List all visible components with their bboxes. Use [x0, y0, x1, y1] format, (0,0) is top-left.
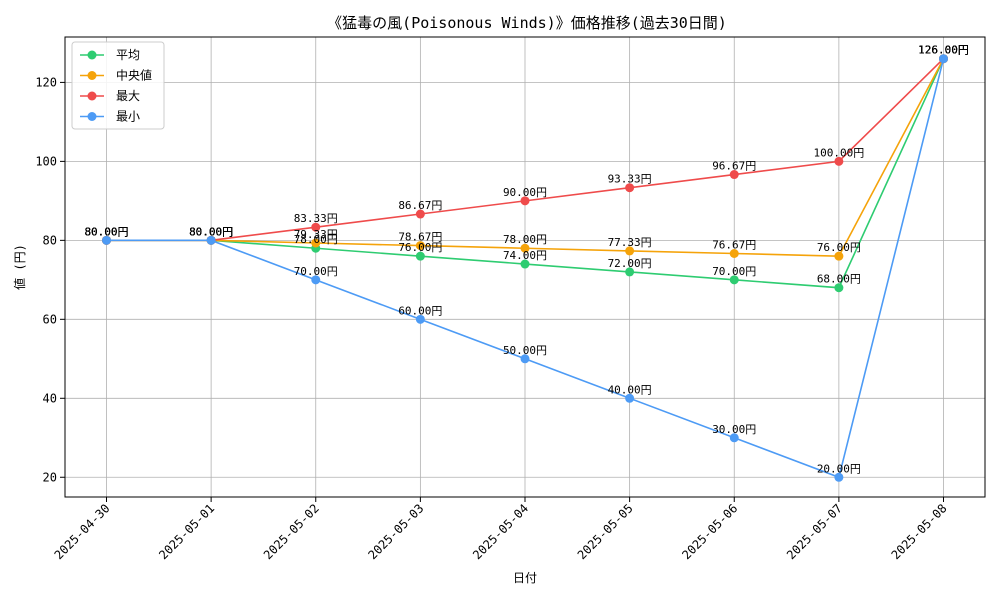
data-label: 76.00円 [398, 241, 442, 254]
series-layer [102, 54, 948, 482]
data-point [625, 246, 635, 256]
chart-title: 《猛毒の風(Poisonous Winds)》価格推移(過去30日間) [327, 14, 727, 32]
data-point [311, 238, 321, 248]
data-label: 100.00円 [814, 146, 865, 159]
y-tick-label: 20 [43, 470, 57, 484]
data-label: 90.00円 [503, 186, 547, 199]
data-label: 80.00円 [84, 225, 128, 238]
data-point [729, 275, 739, 285]
data-point [102, 235, 111, 245]
data-point [729, 170, 739, 180]
data-point [625, 393, 635, 403]
data-label: 80.00円 [84, 225, 128, 238]
data-label: 80.00円 [84, 225, 128, 238]
data-label: 70.00円 [294, 265, 338, 278]
x-axis-label: 日付 [513, 571, 537, 585]
data-point [834, 156, 844, 166]
data-label: 74.00円 [503, 249, 547, 262]
data-point [520, 259, 530, 269]
data-label: 80.00円 [189, 225, 233, 238]
data-label: 76.00円 [817, 241, 861, 254]
data-point [206, 235, 216, 245]
data-label: 80.00円 [189, 225, 233, 238]
data-label: 126.00円 [918, 44, 969, 57]
data-point [834, 472, 844, 482]
data-point [729, 433, 739, 443]
data-label: 80.00円 [189, 225, 233, 238]
y-tick-label: 60 [43, 312, 57, 326]
data-label: 126.00円 [918, 44, 969, 57]
data-label: 72.00円 [608, 257, 652, 270]
grid-layer [65, 37, 985, 497]
data-label: 76.67円 [712, 238, 756, 251]
legend-label: 最小 [116, 110, 140, 124]
legend-box [71, 41, 165, 130]
data-label: 70.00円 [712, 265, 756, 278]
data-label: 79.33円 [294, 228, 338, 241]
legend-marker [87, 91, 97, 101]
data-label: 93.33円 [608, 173, 652, 186]
data-label: 68.00円 [817, 273, 861, 286]
data-label: 77.33円 [608, 236, 652, 249]
data-label: 83.33円 [294, 212, 338, 225]
data-label: 50.00円 [503, 344, 547, 357]
data-label: 78.00円 [294, 233, 338, 246]
data-label: 126.00円 [918, 44, 969, 57]
y-axis-label: 値 (円) [12, 244, 27, 290]
data-point [625, 183, 635, 193]
data-point [415, 241, 425, 251]
data-label: 86.67円 [398, 199, 442, 212]
data-point [311, 222, 321, 232]
legend-marker [87, 71, 97, 80]
data-point [520, 354, 530, 364]
data-point [834, 283, 844, 293]
data-label: 20.00円 [817, 462, 861, 475]
data-label: 96.67円 [712, 160, 756, 173]
data-point [729, 248, 739, 258]
legend-marker [87, 112, 97, 121]
data-label: 60.00円 [398, 304, 442, 317]
data-point [625, 267, 635, 277]
legend-marker [87, 50, 97, 60]
data-label: 78.67円 [398, 231, 442, 244]
y-tick-label: 100 [35, 154, 57, 168]
data-label: 80.00円 [84, 225, 128, 238]
y-tick-label: 120 [35, 75, 57, 89]
data-point [415, 251, 425, 261]
legend-label: 平均 [116, 48, 140, 62]
data-labels-layer: 80.00円 80.00円 78.00円 76.00円 74.00円 72.00円 70.0… [84, 44, 968, 476]
data-label: 80.00円 [189, 225, 233, 238]
data-point [520, 196, 530, 206]
data-point [311, 275, 321, 285]
y-tick-label: 40 [43, 391, 57, 405]
data-label: 78.00円 [503, 233, 547, 246]
data-label: 30.00円 [712, 423, 756, 436]
data-point [415, 314, 425, 324]
legend-label: 中央値 [116, 68, 152, 83]
data-label: 126.00円 [918, 44, 969, 57]
data-point [834, 251, 844, 261]
legend-label: 最大 [116, 89, 140, 103]
data-point [415, 209, 425, 219]
data-label: 40.00円 [608, 383, 652, 396]
y-tick-label: 80 [43, 233, 57, 247]
data-point [939, 54, 948, 64]
data-point [520, 243, 530, 253]
